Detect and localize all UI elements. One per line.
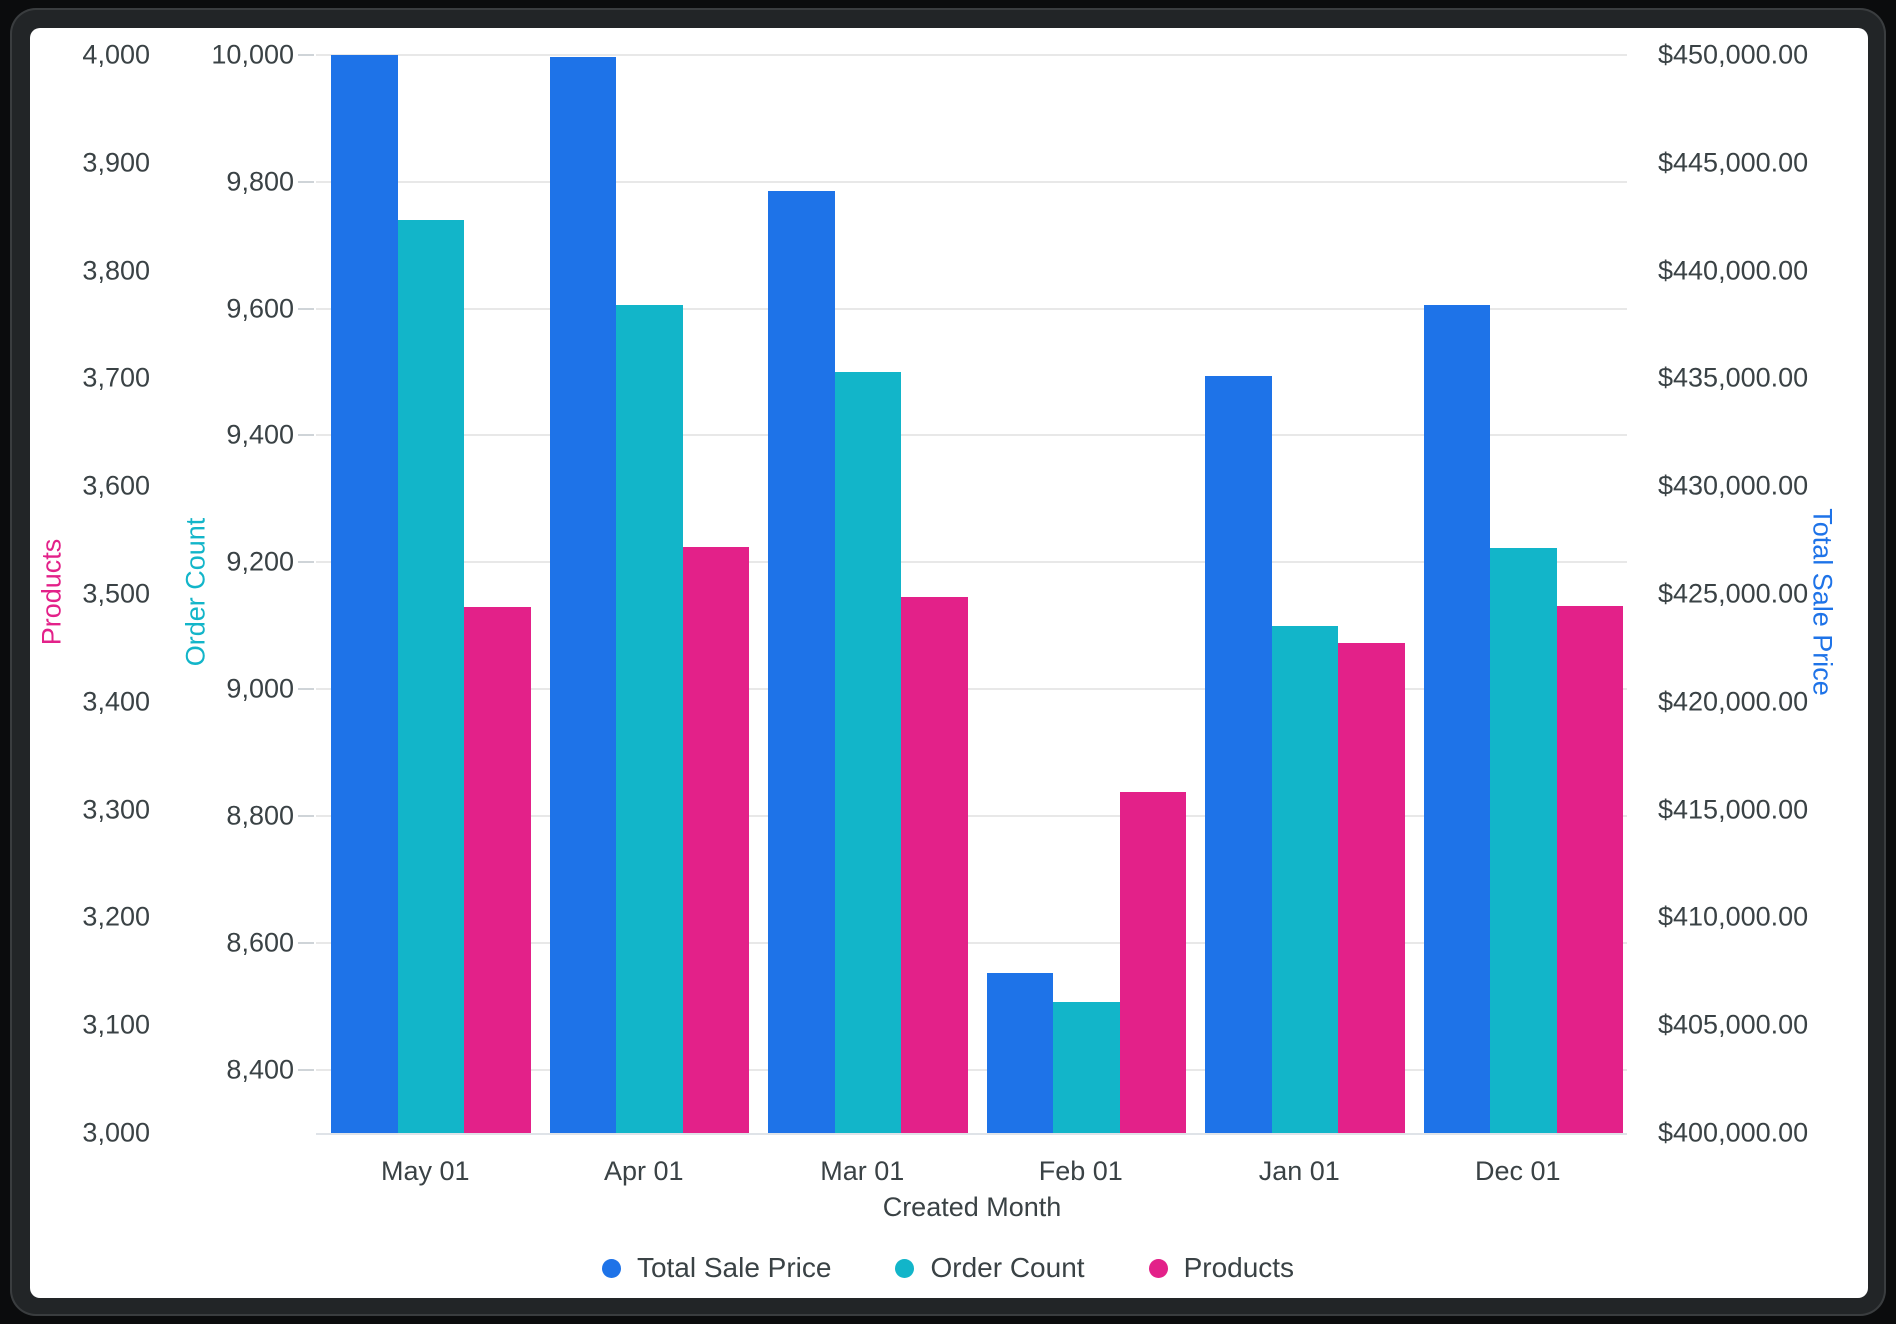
axis-tick-mark xyxy=(298,54,314,56)
bar-total-sale-price-mar-01[interactable] xyxy=(768,190,835,1133)
gridline xyxy=(316,1068,1627,1071)
bar-products-dec-01[interactable] xyxy=(1556,605,1623,1133)
total-sale-price-tick-label: $440,000.00 xyxy=(1658,255,1809,286)
gridline xyxy=(316,307,1627,310)
total-sale-price-tick-label: $405,000.00 xyxy=(1658,1009,1809,1040)
gridline xyxy=(316,561,1627,564)
x-axis-title: Created Month xyxy=(882,1192,1062,1222)
total-sale-price-tick-label: $425,000.00 xyxy=(1658,578,1809,609)
order-count-axis-title: Order Count xyxy=(180,517,211,667)
total-sale-price-axis-title: Total Sale Price xyxy=(1807,508,1838,696)
bar-total-sale-price-dec-01[interactable] xyxy=(1423,305,1490,1133)
x-axis-line xyxy=(316,1133,1627,1135)
bar-products-may-01[interactable] xyxy=(464,606,531,1133)
products-tick-label: 3,700 xyxy=(82,362,150,393)
axis-tick-mark xyxy=(298,814,314,817)
bar-order-count-mar-01[interactable] xyxy=(834,372,901,1133)
bar-total-sale-price-jan-01[interactable] xyxy=(1205,376,1272,1133)
x-tick-label-feb-01: Feb 01 xyxy=(1038,1156,1123,1186)
legend: Total Sale Price Order Count Products xyxy=(0,1240,1896,1296)
products-tick-label: 3,800 xyxy=(82,255,150,286)
order-count-tick-label: 8,400 xyxy=(226,1054,294,1085)
products-tick-label: 3,900 xyxy=(82,147,150,178)
legend-dot-icon xyxy=(895,1258,915,1278)
bar-order-count-jan-01[interactable] xyxy=(1271,625,1338,1133)
gridline xyxy=(316,180,1627,183)
legend-item-order-count[interactable]: Order Count xyxy=(895,1252,1085,1284)
order-count-tick-label: 9,000 xyxy=(226,673,294,704)
legend-item-products[interactable]: Products xyxy=(1148,1252,1295,1284)
bar-order-count-feb-01[interactable] xyxy=(1053,1001,1120,1133)
order-count-tick-label: 9,200 xyxy=(226,546,294,577)
products-tick-label: 3,300 xyxy=(82,794,150,825)
axis-tick-mark xyxy=(298,561,314,564)
total-sale-price-tick-label: $445,000.00 xyxy=(1658,147,1809,178)
bar-products-jan-01[interactable] xyxy=(1338,642,1405,1133)
bar-products-apr-01[interactable] xyxy=(682,546,749,1133)
products-tick-label: 3,000 xyxy=(82,1117,150,1148)
axis-tick-mark xyxy=(298,180,314,183)
bar-products-mar-01[interactable] xyxy=(901,597,968,1133)
x-tick-label-jan-01: Jan 01 xyxy=(1258,1156,1340,1186)
legend-label: Total Sale Price xyxy=(636,1252,832,1283)
legend-dot-icon xyxy=(1148,1258,1168,1278)
total-sale-price-tick-label: $450,000.00 xyxy=(1658,39,1809,70)
bar-order-count-apr-01[interactable] xyxy=(616,305,683,1133)
total-sale-price-tick-label: $430,000.00 xyxy=(1658,470,1809,501)
legend-item-total-sale-price[interactable]: Total Sale Price xyxy=(601,1252,832,1284)
order-count-tick-label: 8,800 xyxy=(226,800,294,831)
total-sale-price-tick-label: $400,000.00 xyxy=(1658,1117,1809,1148)
axis-tick-mark xyxy=(298,1068,314,1071)
total-sale-price-tick-label: $435,000.00 xyxy=(1658,362,1809,393)
products-tick-label: 3,600 xyxy=(82,470,150,501)
legend-dot-icon xyxy=(601,1258,621,1278)
order-count-tick-label: 8,600 xyxy=(226,927,294,958)
legend-label: Order Count xyxy=(930,1252,1085,1283)
bar-total-sale-price-feb-01[interactable] xyxy=(986,973,1053,1133)
total-sale-price-tick-label: $415,000.00 xyxy=(1658,794,1809,825)
bar-products-feb-01[interactable] xyxy=(1119,792,1186,1133)
x-tick-label-may-01: May 01 xyxy=(380,1156,470,1186)
axis-tick-mark xyxy=(298,941,314,944)
products-tick-label: 3,500 xyxy=(82,578,150,609)
gridline xyxy=(316,814,1627,817)
order-count-tick-label: 9,600 xyxy=(226,293,294,324)
products-tick-label: 3,200 xyxy=(82,901,150,932)
axis-tick-mark xyxy=(298,688,314,691)
x-tick-label-dec-01: Dec 01 xyxy=(1474,1156,1561,1186)
x-tick-label-mar-01: Mar 01 xyxy=(820,1156,905,1186)
bar-total-sale-price-apr-01[interactable] xyxy=(549,57,616,1133)
total-sale-price-tick-label: $420,000.00 xyxy=(1658,686,1809,717)
gridline xyxy=(316,941,1627,944)
axis-tick-mark xyxy=(298,434,314,437)
bar-total-sale-price-may-01[interactable] xyxy=(331,55,398,1133)
order-count-tick-label: 10,000 xyxy=(211,39,294,70)
gridline xyxy=(316,54,1627,56)
products-tick-label: 3,400 xyxy=(82,686,150,717)
products-axis-title: Products xyxy=(36,538,67,646)
order-count-tick-label: 9,400 xyxy=(226,419,294,450)
bar-order-count-may-01[interactable] xyxy=(397,219,464,1133)
axis-tick-mark xyxy=(298,307,314,310)
products-tick-label: 3,100 xyxy=(82,1009,150,1040)
legend-label: Products xyxy=(1183,1252,1295,1283)
order-count-tick-label: 9,800 xyxy=(226,166,294,197)
x-tick-label-apr-01: Apr 01 xyxy=(603,1156,684,1186)
total-sale-price-tick-label: $410,000.00 xyxy=(1658,901,1809,932)
products-tick-label: 4,000 xyxy=(82,39,150,70)
gridline xyxy=(316,434,1627,437)
bar-order-count-dec-01[interactable] xyxy=(1490,548,1557,1133)
gridline xyxy=(316,688,1627,691)
